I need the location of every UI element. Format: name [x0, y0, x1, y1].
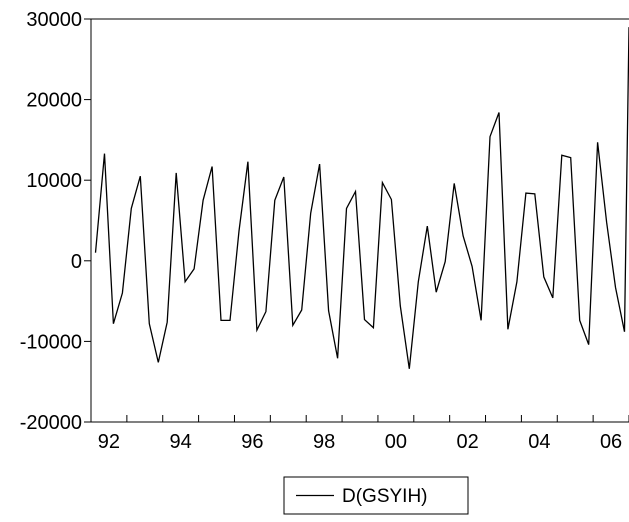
y-tick-label: 30000 — [26, 9, 82, 31]
plot-area — [90, 18, 629, 423]
x-tick-label: 06 — [600, 431, 622, 453]
x-tick-label: 04 — [528, 431, 550, 453]
x-tick-label: 96 — [241, 431, 263, 453]
y-tick-label: -20000 — [20, 412, 82, 434]
y-tick-label: 0 — [71, 251, 82, 273]
y-tick-label: 20000 — [26, 90, 82, 112]
x-axis-ticks: 92 94 96 98 00 02 04 06 — [90, 415, 629, 453]
legend: D(GSYIH) — [283, 476, 469, 515]
x-tick-label: 92 — [98, 431, 120, 453]
x-tick-label: 00 — [385, 431, 407, 453]
y-axis-ticks: 30000 20000 10000 0 -10000 -20000 — [20, 9, 91, 434]
series-line-d-gsyih — [94, 27, 629, 369]
y-tick-label: -10000 — [20, 331, 82, 353]
series-layer — [94, 27, 629, 369]
x-tick-label: 02 — [456, 431, 478, 453]
y-tick-label: 10000 — [26, 170, 82, 192]
legend-label: D(GSYIH) — [342, 486, 428, 507]
x-tick-label: 94 — [170, 431, 192, 453]
x-tick-label: 98 — [313, 431, 335, 453]
